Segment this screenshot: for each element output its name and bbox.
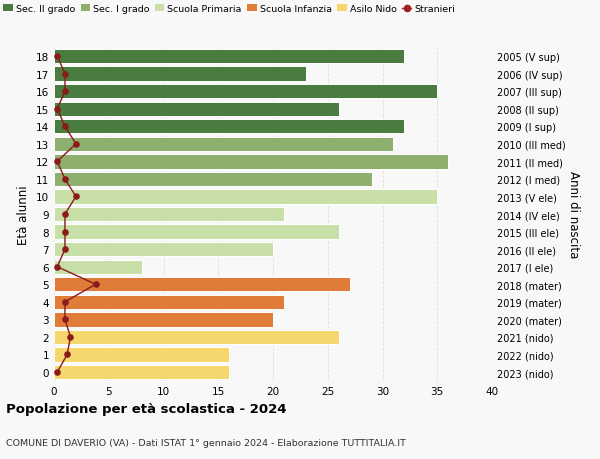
Point: [60, 123, 70, 131]
Point: [65, 334, 75, 341]
Point: [60, 229, 70, 236]
Bar: [54, 313, 273, 327]
Bar: [54, 295, 284, 309]
Bar: [54, 85, 437, 99]
Y-axis label: Anni di nascita: Anni di nascita: [566, 171, 580, 258]
Bar: [54, 190, 437, 204]
Point: [60, 71, 70, 78]
Point: [60, 316, 70, 323]
Bar: [54, 207, 284, 222]
Point: [52, 158, 62, 166]
Point: [60, 176, 70, 183]
Point: [60, 298, 70, 306]
Bar: [54, 120, 404, 134]
Bar: [54, 347, 229, 362]
Point: [52, 263, 62, 271]
Point: [60, 246, 70, 253]
Point: [52, 106, 62, 113]
Point: [71, 141, 81, 148]
Bar: [54, 330, 338, 344]
Bar: [54, 277, 350, 292]
Point: [60, 211, 70, 218]
Bar: [54, 365, 229, 380]
Bar: [54, 137, 394, 152]
Point: [62, 351, 72, 358]
Bar: [54, 50, 404, 64]
Text: COMUNE DI DAVERIO (VA) - Dati ISTAT 1° gennaio 2024 - Elaborazione TUTTITALIA.IT: COMUNE DI DAVERIO (VA) - Dati ISTAT 1° g…: [6, 438, 406, 448]
Text: Popolazione per età scolastica - 2024: Popolazione per età scolastica - 2024: [6, 403, 287, 415]
Point: [52, 53, 62, 61]
Bar: [54, 102, 338, 117]
Bar: [54, 242, 273, 257]
Point: [60, 88, 70, 95]
Bar: [54, 260, 142, 274]
Bar: [54, 155, 448, 169]
Y-axis label: Età alunni: Età alunni: [17, 185, 31, 244]
Legend: Sec. II grado, Sec. I grado, Scuola Primaria, Scuola Infanzia, Asilo Nido, Stran: Sec. II grado, Sec. I grado, Scuola Prim…: [0, 1, 459, 18]
Point: [52, 369, 62, 376]
Bar: [54, 67, 306, 82]
Point: [71, 193, 81, 201]
Point: [91, 281, 100, 288]
Bar: [54, 173, 371, 187]
Bar: [54, 225, 338, 239]
